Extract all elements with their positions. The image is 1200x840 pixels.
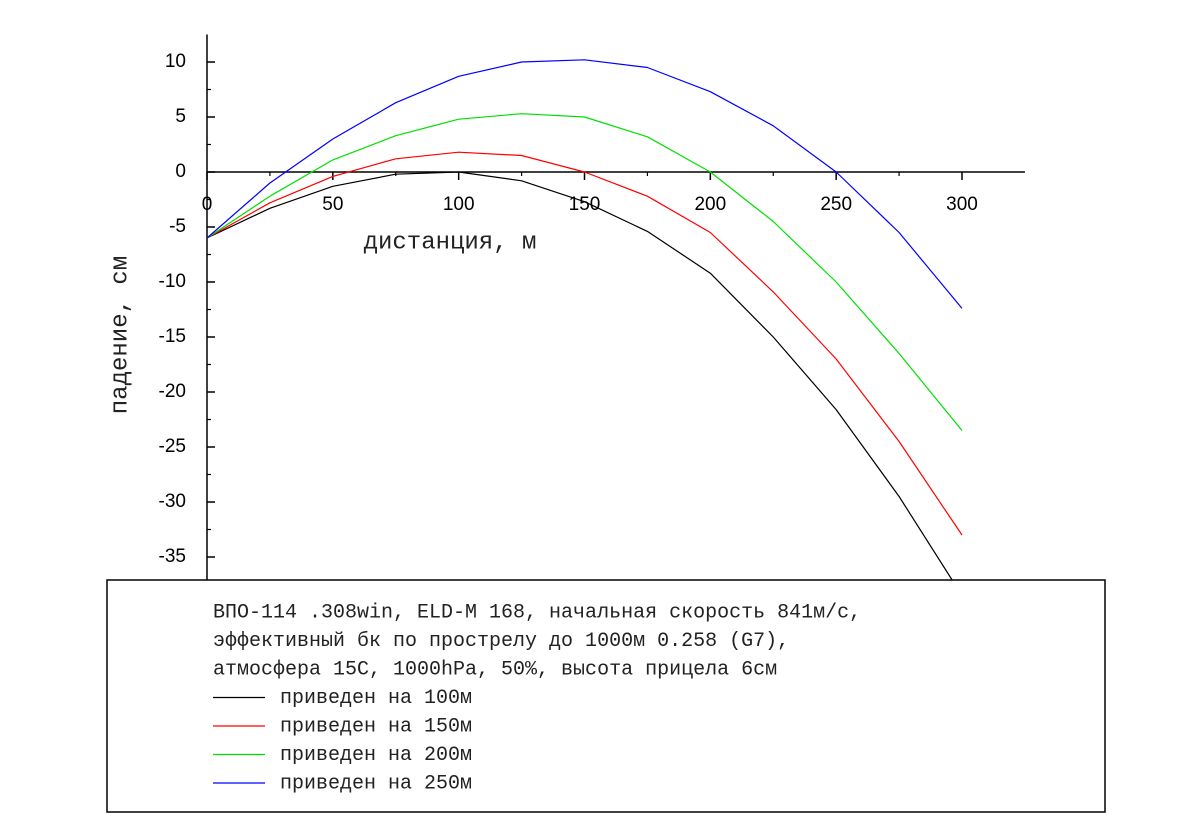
x-tick-label: 0	[202, 194, 213, 215]
y-tick-label: 5	[175, 106, 186, 127]
x-tick-label: 150	[569, 194, 601, 215]
series-line	[206, 59, 963, 309]
legend-label: приведен на 100м	[280, 687, 472, 710]
series-line	[206, 113, 963, 431]
legend-label: приведен на 250м	[280, 772, 472, 795]
legend-label: приведен на 200м	[280, 744, 472, 767]
legend-box	[106, 579, 1106, 813]
y-tick-label: 10	[165, 51, 186, 72]
x-tick-label: 200	[694, 194, 726, 215]
x-tick-label: 300	[946, 194, 978, 215]
x-tick-label: 100	[443, 194, 475, 215]
x-tick-label: 250	[820, 194, 852, 215]
y-tick-label: -10	[159, 271, 186, 292]
legend-note: эффективный бк по прострелу до 1000м 0.2…	[213, 630, 789, 653]
y-tick-label: 0	[175, 161, 186, 182]
y-tick-label: -5	[169, 216, 186, 237]
legend-label: приведен на 150м	[280, 715, 472, 738]
y-tick-label: -20	[159, 381, 186, 402]
y-axis-label: падение, см	[107, 256, 134, 414]
y-tick-label: -15	[159, 326, 186, 347]
y-tick-label: -35	[159, 546, 186, 567]
x-axis-label: дистанция, м	[364, 229, 537, 256]
y-tick-label: -25	[159, 436, 186, 457]
series-line	[206, 171, 963, 596]
y-tick-label: -30	[159, 491, 186, 512]
legend-note: атмосфера 15С, 1000hPa, 50%, высота приц…	[213, 658, 777, 681]
x-tick-label: 50	[322, 194, 343, 215]
series-line	[206, 151, 963, 536]
legend-note: ВПО-114 .308win, ELD-M 168, начальная ск…	[213, 601, 861, 624]
